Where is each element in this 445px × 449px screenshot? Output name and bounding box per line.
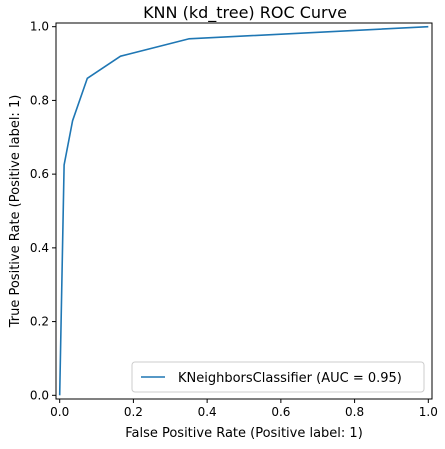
y-tick-label: 0.2 bbox=[30, 315, 49, 329]
x-tick-label: 0.6 bbox=[271, 405, 290, 419]
x-tick-label: 0.2 bbox=[124, 405, 143, 419]
y-tick-label: 1.0 bbox=[30, 20, 49, 34]
legend-box bbox=[131, 361, 425, 393]
x-axis-label: False Positive Rate (Positive label: 1) bbox=[125, 426, 363, 441]
chart-title: KNN (kd_tree) ROC Curve bbox=[143, 3, 347, 23]
x-tick-label: 0.0 bbox=[50, 405, 69, 419]
x-tick-label: 0.4 bbox=[198, 405, 217, 419]
y-tick-label: 0.0 bbox=[30, 388, 49, 402]
x-tick-label: 1.0 bbox=[419, 405, 438, 419]
legend: KNeighborsClassifier (AUC = 0.95) bbox=[131, 361, 425, 393]
series-layer bbox=[58, 25, 429, 396]
y-tick-label: 0.4 bbox=[30, 241, 49, 255]
plot-frame bbox=[55, 22, 433, 400]
axis-ticks: 0.0 0.2 0.4 0.6 0.8 1.0 0.0 0.2 0.4 0.6 0.8 1.0 bbox=[30, 20, 438, 419]
y-tick-label: 0.8 bbox=[30, 93, 49, 107]
roc-curve-line bbox=[58, 25, 429, 396]
y-tick-label: 0.6 bbox=[30, 167, 49, 181]
legend-label: KNeighborsClassifier (AUC = 0.95) bbox=[178, 371, 402, 386]
x-tick-label: 0.8 bbox=[345, 405, 364, 419]
y-axis-label: True Positive Rate (Positive label: 1) bbox=[8, 95, 23, 329]
